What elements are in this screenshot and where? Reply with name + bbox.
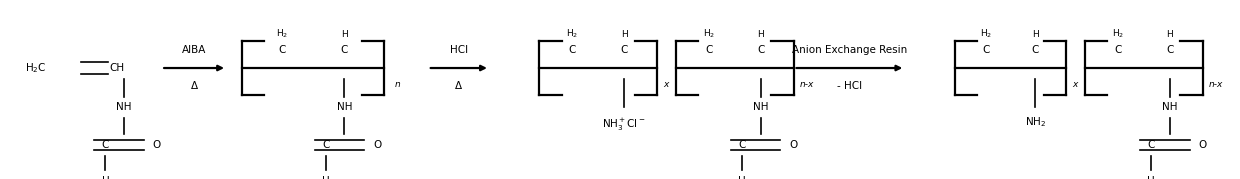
- Text: - HCl: - HCl: [837, 81, 862, 91]
- Text: AIBA: AIBA: [182, 45, 206, 55]
- Text: H: H: [1032, 30, 1039, 38]
- Text: H$_2$: H$_2$: [703, 28, 715, 40]
- Text: H: H: [738, 176, 746, 179]
- Text: NH: NH: [1162, 102, 1178, 112]
- Text: NH: NH: [753, 102, 769, 112]
- Text: C: C: [620, 45, 627, 55]
- Text: H: H: [322, 176, 330, 179]
- Text: O: O: [373, 140, 381, 150]
- Text: NH: NH: [337, 102, 352, 112]
- Text: O: O: [789, 140, 797, 150]
- Text: H$_2$: H$_2$: [1112, 28, 1125, 40]
- Text: C: C: [322, 140, 330, 150]
- Text: H$_2$C: H$_2$C: [25, 61, 46, 75]
- Text: C: C: [1032, 45, 1039, 55]
- Text: H: H: [102, 176, 109, 179]
- Text: HCl: HCl: [450, 45, 467, 55]
- Text: n: n: [394, 80, 401, 89]
- Text: H: H: [621, 30, 627, 38]
- Text: O: O: [1198, 140, 1207, 150]
- Text: H: H: [1167, 30, 1173, 38]
- Text: C: C: [982, 45, 990, 55]
- Text: H: H: [341, 30, 348, 38]
- Text: H$_2$: H$_2$: [980, 28, 992, 40]
- Text: x: x: [1073, 80, 1078, 89]
- Text: x: x: [663, 80, 668, 89]
- Text: n-x: n-x: [1209, 80, 1224, 89]
- Text: NH$_3^+$Cl$^-$: NH$_3^+$Cl$^-$: [603, 117, 646, 133]
- Text: H$_2$: H$_2$: [275, 28, 288, 40]
- Text: C: C: [1147, 140, 1154, 150]
- Text: Anion Exchange Resin: Anion Exchange Resin: [792, 45, 906, 55]
- Text: H$_2$: H$_2$: [567, 28, 579, 40]
- Text: C: C: [738, 140, 745, 150]
- Text: C: C: [1115, 45, 1122, 55]
- Text: Δ: Δ: [455, 81, 463, 91]
- Text: C: C: [341, 45, 348, 55]
- Text: H: H: [758, 30, 764, 38]
- Text: C: C: [102, 140, 109, 150]
- Text: C: C: [278, 45, 285, 55]
- Text: C: C: [569, 45, 577, 55]
- Text: C: C: [1166, 45, 1173, 55]
- Text: NH: NH: [117, 102, 131, 112]
- Text: O: O: [153, 140, 161, 150]
- Text: C: C: [756, 45, 764, 55]
- Text: C: C: [706, 45, 713, 55]
- Text: CH: CH: [109, 63, 124, 73]
- Text: n-x: n-x: [800, 80, 815, 89]
- Text: Δ: Δ: [191, 81, 197, 91]
- Text: NH$_2$: NH$_2$: [1024, 115, 1045, 129]
- Text: H: H: [1147, 176, 1156, 179]
